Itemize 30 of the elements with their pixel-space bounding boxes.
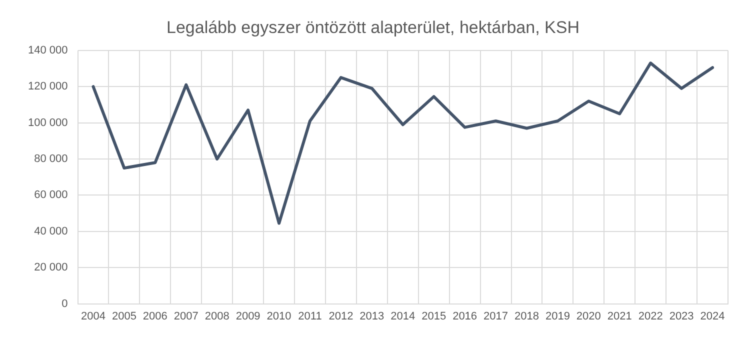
y-tick-label: 100 000 <box>28 116 68 129</box>
x-tick-label: 2020 <box>576 310 601 322</box>
x-tick-label: 2022 <box>638 310 663 322</box>
chart-title: Legalább egyszer öntözött alapterület, hektárban, KSH <box>166 18 580 37</box>
x-tick-label: 2007 <box>174 310 198 322</box>
x-tick-label: 2017 <box>484 310 508 322</box>
x-tick-label: 2015 <box>422 310 446 322</box>
x-tick-label: 2011 <box>298 310 322 322</box>
x-tick-label: 2016 <box>452 310 478 322</box>
x-tick-label: 2012 <box>328 310 354 322</box>
y-tick-label: 120 000 <box>28 80 68 93</box>
x-tick-label: 2021 <box>607 310 632 322</box>
x-tick-label: 2010 <box>266 310 292 322</box>
x-tick-label: 2014 <box>390 310 416 322</box>
x-tick-label: 2009 <box>236 310 260 322</box>
y-tick-label: 140 000 <box>28 44 68 56</box>
y-tick-label: 80 000 <box>34 153 68 166</box>
x-tick-label: 2004 <box>81 310 106 322</box>
x-tick-label: 2008 <box>204 310 230 322</box>
x-tick-label: 2023 <box>669 310 694 322</box>
y-tick-label: 60 000 <box>34 189 68 202</box>
x-tick-label: 2024 <box>700 310 725 322</box>
x-tick-label: 2013 <box>360 310 384 322</box>
x-tick-label: 2019 <box>545 310 570 322</box>
x-tick-label: 2006 <box>142 310 168 322</box>
x-tick-label: 2018 <box>514 310 539 322</box>
x-tick-label: 2005 <box>112 310 136 322</box>
y-tick-label: 0 <box>62 298 68 310</box>
y-tick-label: 20 000 <box>34 262 68 274</box>
y-tick-label: 40 000 <box>34 225 68 238</box>
